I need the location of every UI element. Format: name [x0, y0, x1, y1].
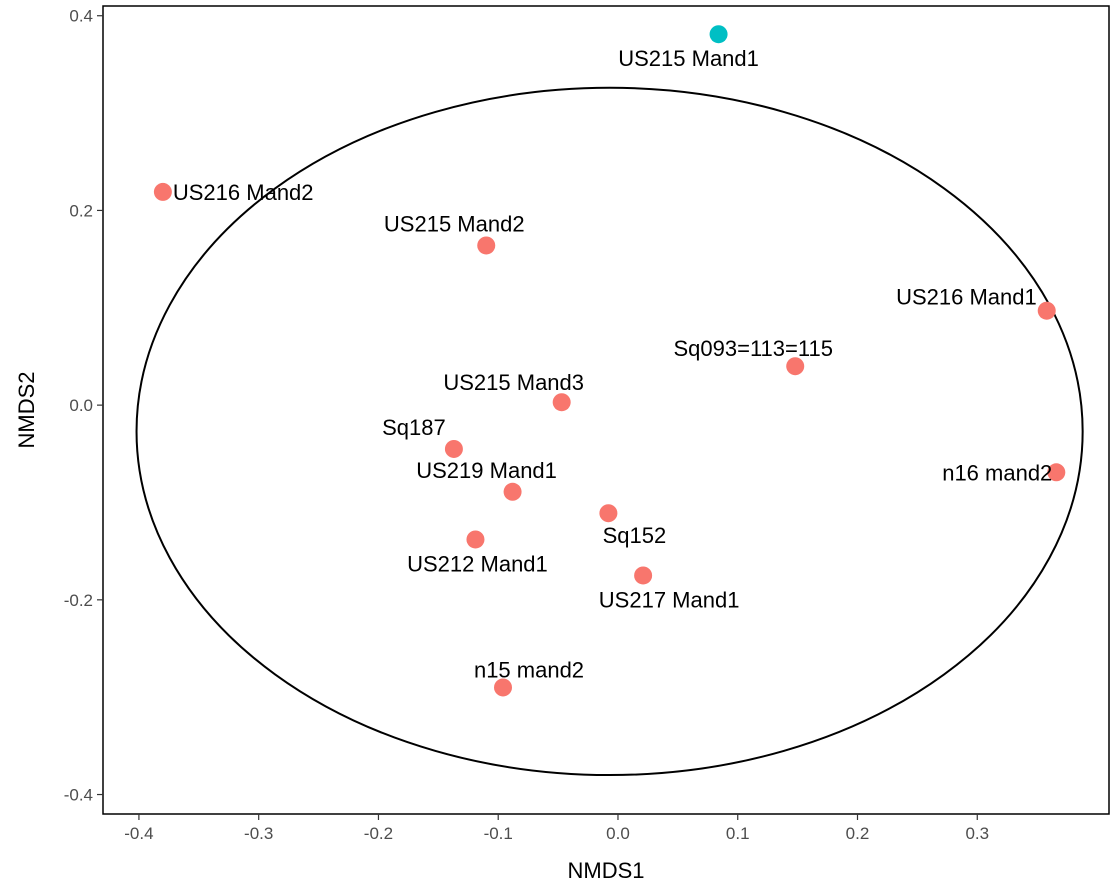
point-labels: US215 Mand1 US216 Mand2 US215 Mand2 US216 M… [173, 46, 1052, 682]
data-point [466, 530, 485, 549]
point-label: US219 Mand1 [416, 458, 557, 483]
data-point [786, 357, 805, 376]
data-point [552, 393, 571, 412]
data-point [494, 678, 513, 697]
point-label: US217 Mand1 [599, 587, 740, 612]
confidence-ellipse-layer [135, 86, 1084, 777]
data-point [1037, 301, 1056, 320]
data-point [444, 439, 463, 458]
point-label: US215 Mand1 [618, 46, 759, 71]
data-point [1047, 463, 1066, 482]
point-label: n15 mand2 [474, 657, 584, 682]
x-tick-label: -0.2 [364, 824, 393, 843]
point-label: n16 mand2 [942, 460, 1052, 485]
point-label: US215 Mand3 [443, 370, 584, 395]
data-point [477, 236, 496, 255]
x-tick-label: 0.0 [606, 824, 630, 843]
point-label: US215 Mand2 [384, 211, 525, 236]
x-tick-label: 0.2 [846, 824, 870, 843]
x-axis-title: NMDS1 [567, 858, 644, 883]
point-label: Sq093=113=115 [673, 336, 832, 361]
point-label: US212 Mand1 [407, 551, 548, 576]
x-tick-label: 0.3 [965, 824, 989, 843]
plot-panel [102, 5, 1110, 815]
data-point [709, 25, 728, 44]
data-point [599, 504, 618, 523]
x-axis: -0.4 -0.3 -0.2 -0.1 0.0 0.1 0.2 0.3 [124, 814, 989, 843]
y-tick-label: 0.0 [69, 396, 93, 415]
data-point [634, 566, 653, 585]
x-tick-label: -0.4 [124, 824, 153, 843]
data-point [503, 482, 522, 501]
x-tick-label: -0.3 [244, 824, 273, 843]
y-axis: -0.4 -0.2 0.0 0.2 0.4 [64, 7, 103, 805]
point-label: Sq152 [603, 523, 667, 548]
data-point [153, 182, 172, 201]
y-axis-title: NMDS2 [14, 371, 39, 448]
y-tick-label: 0.2 [69, 201, 93, 220]
y-tick-label: 0.4 [69, 7, 93, 26]
x-tick-label: 0.1 [726, 824, 750, 843]
point-label: US216 Mand2 [173, 180, 314, 205]
data-points [153, 25, 1066, 697]
point-label: US216 Mand1 [896, 285, 1037, 310]
y-tick-label: -0.4 [64, 786, 93, 805]
point-label: Sq187 [382, 415, 446, 440]
y-tick-label: -0.2 [64, 591, 93, 610]
confidence-ellipse [135, 86, 1084, 777]
x-tick-label: -0.1 [484, 824, 513, 843]
